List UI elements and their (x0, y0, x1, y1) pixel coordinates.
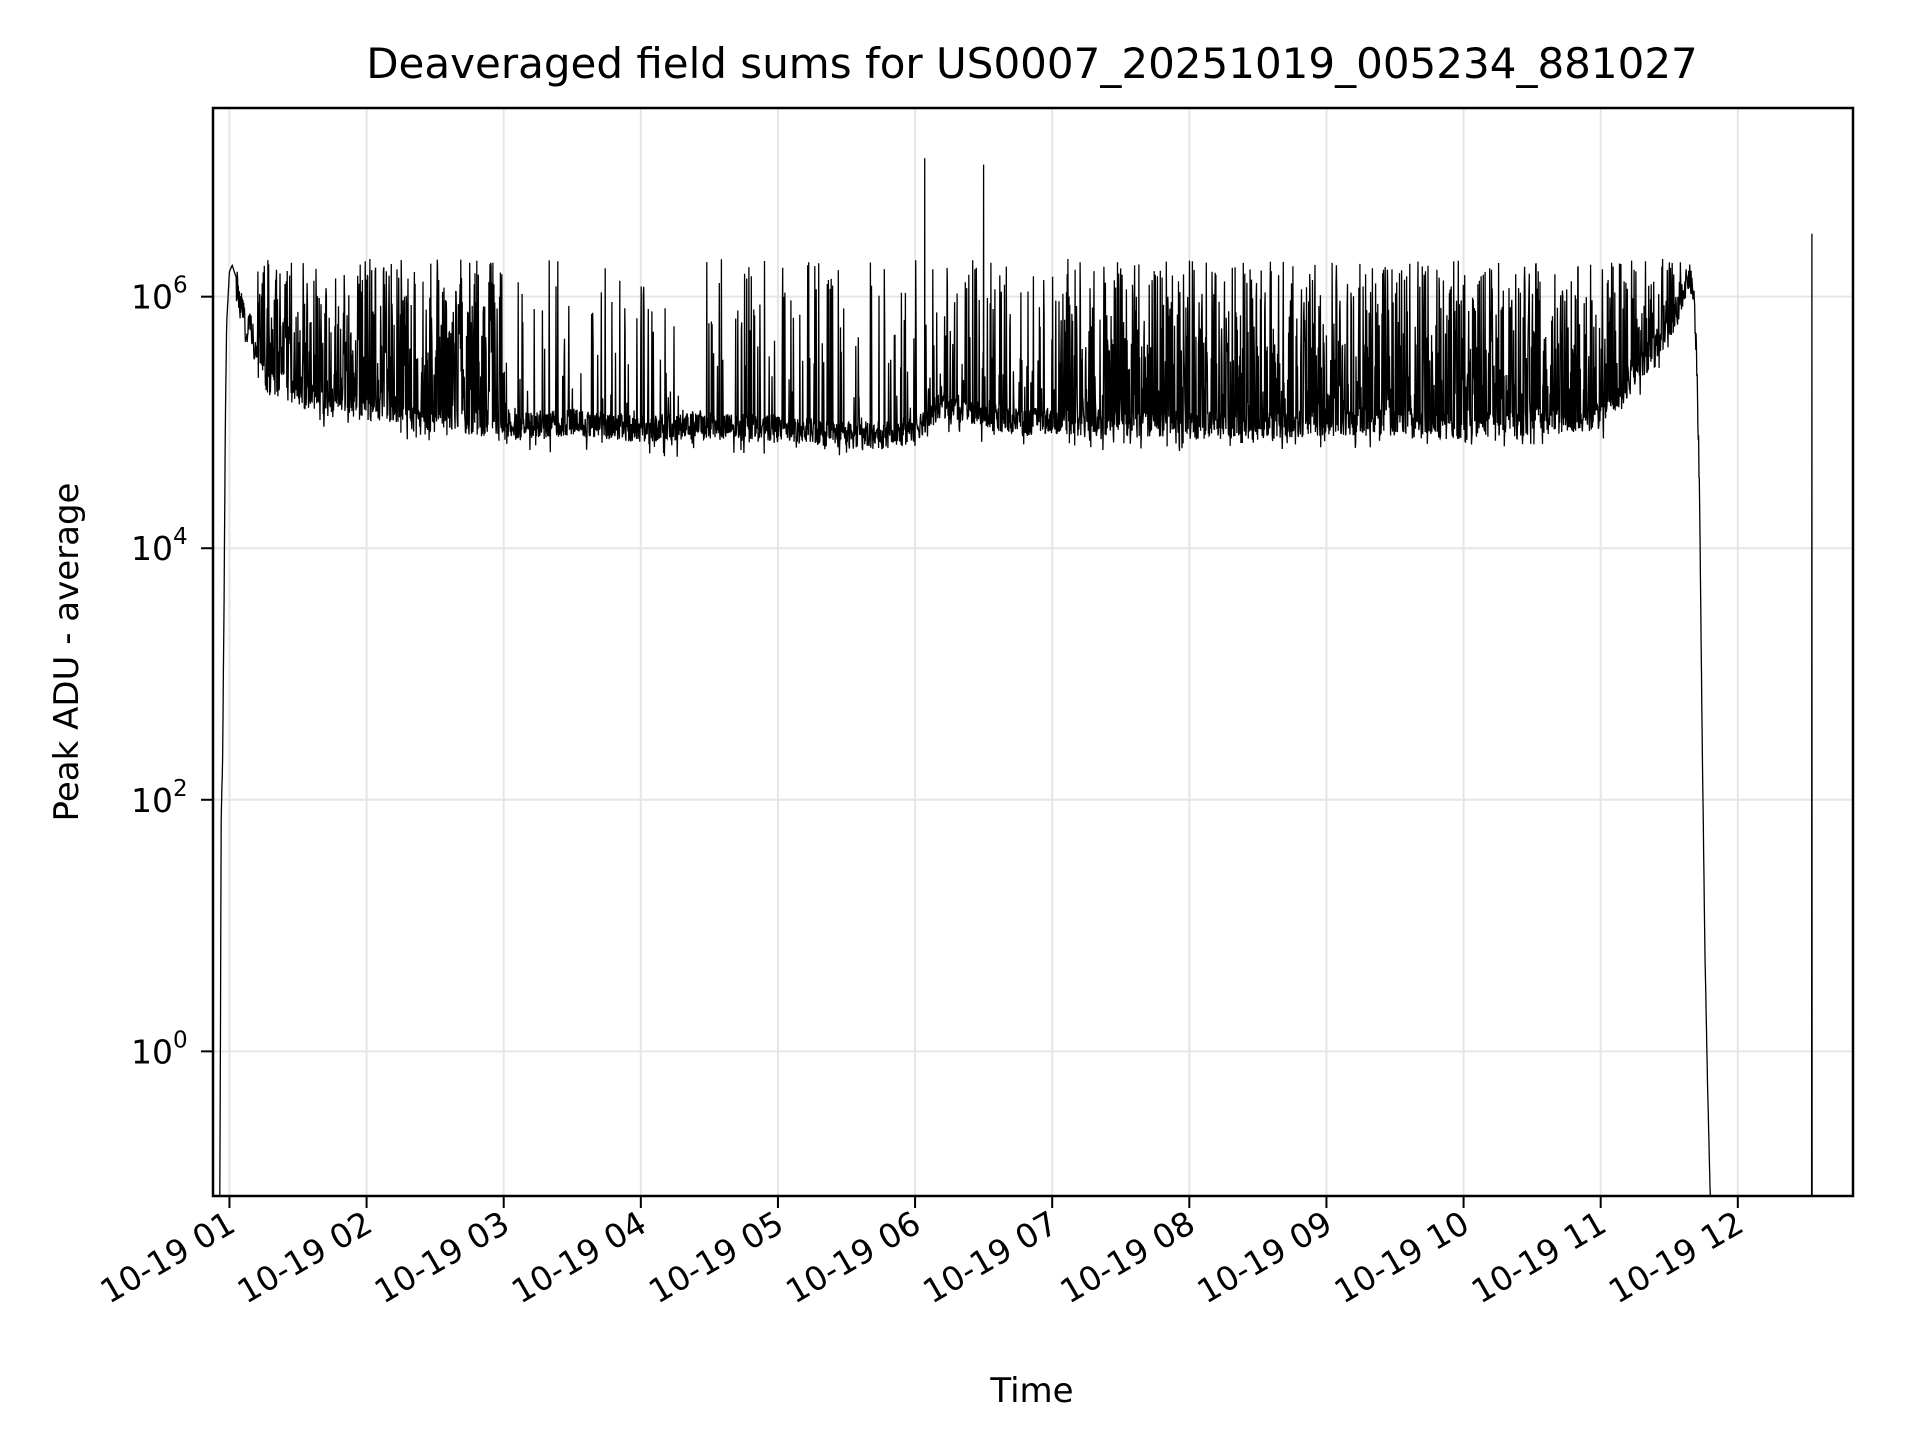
y-tick-exponent: 6 (173, 273, 188, 299)
x-tick-label: 10-19 12 (1602, 1203, 1750, 1311)
chart-title: Deaveraged field sums for US0007_2025101… (366, 39, 1698, 88)
x-tick-label: 10-19 03 (368, 1203, 516, 1311)
y-tick-label: 10 (131, 529, 173, 568)
y-tick-label: 10 (131, 278, 173, 317)
x-tick-label: 10-19 01 (93, 1203, 241, 1311)
data-series (213, 158, 1813, 1197)
x-tick-label: 10-19 02 (231, 1203, 379, 1311)
y-tick-exponent: 2 (173, 776, 188, 802)
x-axis-label: Time (989, 1371, 1073, 1411)
x-tick-label: 10-19 08 (1053, 1203, 1201, 1311)
plot-frame (211, 106, 1855, 1198)
x-tick-label: 10-19 10 (1328, 1203, 1476, 1311)
y-axis-label: Peak ADU - average (47, 483, 87, 822)
x-tick-label: 10-19 09 (1190, 1203, 1338, 1311)
y-tick-label: 10 (131, 781, 173, 820)
x-tick-label: 10-19 06 (779, 1203, 927, 1311)
x-tick-label: 10-19 04 (505, 1203, 653, 1311)
x-tick-label: 10-19 07 (916, 1203, 1064, 1311)
series-line-peak-adu (213, 158, 1813, 1197)
y-tick-label: 10 (131, 1032, 173, 1071)
y-tick-exponent: 0 (173, 1027, 188, 1053)
x-tick-label: 10-19 05 (642, 1203, 790, 1311)
y-tick-exponent: 4 (173, 524, 188, 550)
grid-lines (213, 108, 1853, 1196)
x-tick-label: 10-19 11 (1465, 1203, 1613, 1311)
